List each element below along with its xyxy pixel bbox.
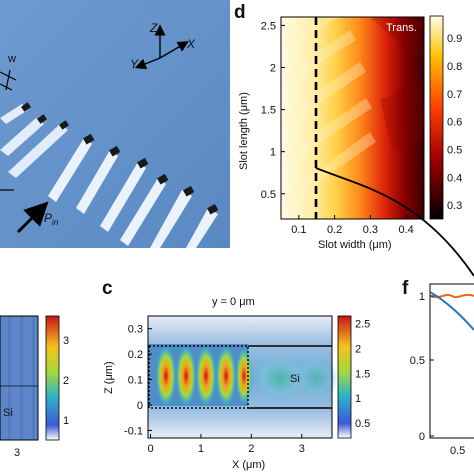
- panel-d-y-ticks: 0.5 1 1.5 2 2.5: [261, 20, 285, 201]
- colorbar-tick-label: 1: [355, 393, 361, 405]
- panel-d-frame: [280, 16, 425, 220]
- panel-b-field: [0, 316, 38, 440]
- colorbar-tick-label: 0.8: [447, 61, 462, 73]
- panel-c-title: y = 0 μm: [212, 296, 255, 308]
- colorbar-tick-label: 0.7: [447, 89, 462, 101]
- panel-b-frame: [0, 315, 39, 441]
- y-tick-label: 1: [270, 147, 276, 159]
- panel-b: Si 3 1 2 3: [0, 315, 69, 459]
- field-lobe: [176, 346, 196, 406]
- x-tick-label: 3: [299, 443, 305, 455]
- colorbar-tick-label: 2: [355, 343, 361, 355]
- panel-f-frame: [429, 283, 474, 439]
- panel-c-letter: c: [102, 278, 113, 299]
- colorbar-tick-label: 2: [63, 375, 69, 387]
- x-tick-label: 1: [198, 443, 204, 455]
- y-tick-label: 0.5: [410, 355, 425, 367]
- panel-b-colorbar-ticks: 1 2 3: [63, 335, 69, 427]
- x-tick-label: 0.4: [398, 224, 413, 236]
- y-tick-label: -0.1: [124, 425, 143, 437]
- panel-d-ylabel: Slot length (μm): [238, 92, 250, 170]
- panel-d-letter: d: [234, 2, 246, 23]
- panel-d-colorbar-ticks: 0.3 0.4 0.5 0.6 0.7 0.8 0.9: [447, 33, 462, 212]
- y-tick-label: 1.5: [261, 105, 276, 117]
- panel-b-si-label: Si: [3, 407, 13, 419]
- panel-f-y-ticks: 10.50: [410, 291, 434, 443]
- panel-a: Z X Y w Pin: [0, 0, 230, 248]
- input-power-arrow: [16, 201, 49, 234]
- y-tick-label: 0.2: [128, 349, 143, 361]
- colorbar-tick-label: 0.5: [447, 144, 462, 156]
- y-tick-label: 0: [419, 431, 425, 443]
- x-tick-label: 0: [147, 443, 153, 455]
- panel-c-si-label: Si: [290, 373, 300, 385]
- panel-f-curve-blue: [429, 291, 474, 331]
- panel-d: d Trans. 0.5 1 1.5 2 2.5 0.1 0.2 0.3 0.4 Slot w…: [234, 2, 474, 277]
- y-tick-label: 0.3: [128, 324, 143, 336]
- panel-d-heatmap: [281, 17, 424, 219]
- colorbar-tick-label: 0.3: [447, 200, 462, 212]
- connector-curve: [315, 167, 474, 277]
- colorbar-tick-label: 0.9: [447, 33, 462, 45]
- panel-d-xlabel: Slot width (μm): [318, 239, 392, 251]
- axis-z-label: Z: [149, 21, 158, 35]
- width-label: w: [7, 53, 16, 65]
- panel-c-y-ticks: -0.1 0 0.1 0.2 0.3: [124, 324, 152, 437]
- panel-c: c y = 0 μm Si -0.1 0 0.1 0.2 0.3 0 1 2 3 X (μm)…: [102, 278, 370, 471]
- input-power-label: Pin: [44, 211, 59, 227]
- colorbar-tick-label: 0.6: [447, 117, 462, 129]
- colorbar-tick-label: 0.4: [447, 172, 462, 184]
- panel-c-ylabel: Z (μm): [103, 361, 115, 394]
- panel-c-xlabel: X (μm): [232, 459, 265, 471]
- colorbar-tick-label: 3: [63, 335, 69, 347]
- panel-b-xtick: 3: [14, 447, 20, 459]
- y-tick-label: 1: [419, 291, 425, 303]
- panel-c-frame: [147, 315, 333, 439]
- field-lobe: [236, 348, 252, 404]
- width-marker: [0, 69, 17, 91]
- field-lobe: [216, 346, 236, 406]
- colorbar-tick-label: 1.5: [355, 368, 370, 380]
- x-tick-label: 0.3: [363, 224, 378, 236]
- x-tick-label: 0.1: [291, 224, 306, 236]
- colorbar-tick-label: 2.5: [355, 318, 370, 330]
- panel-b-colorbar: [45, 315, 60, 441]
- panel-c-x-ticks: 0 1 2 3: [147, 434, 305, 455]
- panel-f: f 10.50 0.5: [402, 278, 474, 457]
- panel-d-colorbar: [429, 15, 444, 220]
- y-tick-label: 2: [270, 63, 276, 75]
- x-tick-label: 2: [248, 443, 254, 455]
- axis-x-label: X: [186, 37, 196, 51]
- panel-f-letter: f: [402, 278, 409, 299]
- axis-y-label: Y: [130, 57, 139, 71]
- panel-c-heatmap: [148, 316, 338, 438]
- colorbar-tick-label: 0.5: [355, 418, 370, 430]
- colorbar-tick-label: 1: [63, 415, 69, 427]
- panel-d-x-ticks: 0.1 0.2 0.3 0.4: [291, 215, 414, 236]
- field-lobe: [196, 346, 216, 406]
- x-tick-label: 0.2: [327, 224, 342, 236]
- field-lobe: [156, 346, 176, 406]
- y-tick-label: 0: [137, 400, 143, 412]
- trans-label: Trans.: [386, 22, 417, 34]
- panel-c-colorbar: [337, 315, 352, 439]
- panel-c-colorbar-ticks: 0.5 1 1.5 2 2.5: [355, 318, 370, 430]
- axis-triad: [134, 24, 189, 70]
- y-tick-label: 0.5: [261, 189, 276, 201]
- panel-f-xtick: 0.5: [450, 445, 465, 457]
- panel-c-dotted-box: [148, 345, 249, 409]
- y-tick-label: 2.5: [261, 20, 276, 32]
- slot-array: [0, 102, 219, 248]
- y-tick-label: 0.1: [128, 375, 143, 387]
